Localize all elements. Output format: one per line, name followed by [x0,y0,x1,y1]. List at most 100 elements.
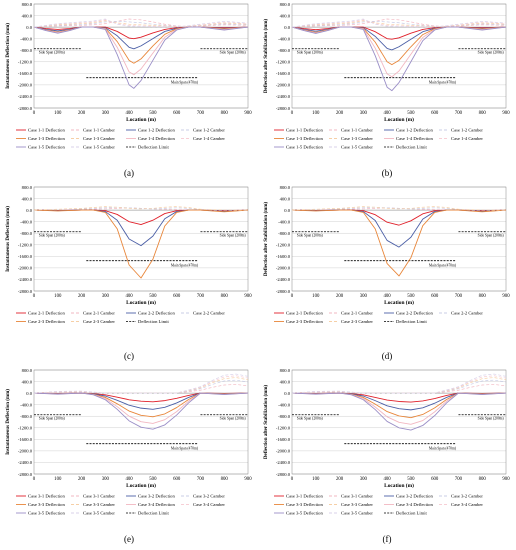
chart-panel-e: 800.0 400.0 0.0 -400.0 -800.0 -1200.0 -1600.0 -… [2,366,256,549]
y-tick-label: -1600.0 [18,437,33,442]
plot-frame [291,186,507,292]
x-tick-label: 300 [360,294,368,299]
x-tick-label: 700 [197,294,205,299]
y-tick-label: -2800.0 [18,106,33,111]
y-tick-label: -800.0 [278,414,291,419]
legend-label: Case 2-3 Camber [341,319,373,324]
x-tick-label: 300 [102,477,110,482]
y-tick-label: -400.0 [20,36,33,41]
y-axis-label: Deflection after Stabilization (mm) [264,19,269,94]
x-tick-label: 600 [173,111,181,116]
x-tick-label: 300 [360,477,368,482]
x-tick-label: 400 [384,477,392,482]
series-line-case-2-1-deflection [33,209,249,226]
series-line-case-2-3-deflection [33,209,249,279]
legend-label: Case 2-3 Deflection [286,319,323,324]
x-tick-label: 400 [126,111,134,116]
y-axis-label: Instantaneous Deflection (mm) [6,389,11,455]
chart-svg-d: 800.0 400.0 0.0 -400.0 -800.0 -1200.0 -1600.0 -… [264,185,510,324]
span-annotation: Main Span (470m) [429,80,457,84]
y-tick-label: 800.0 [22,368,33,373]
series-line-case-3-3-deflection [291,392,507,419]
x-axis-label: Location (m) [384,299,414,306]
x-tick-label: 100 [312,111,320,116]
plot-frame [33,369,249,475]
x-tick-label: 500 [149,111,157,116]
series-line-case-3-4-camber [33,375,249,394]
legend-label: Case 3-2 Camber [193,494,225,499]
y-tick-label: 0.0 [26,25,32,30]
y-tick-label: -1600.0 [276,254,291,259]
x-tick-label: 400 [126,477,134,482]
y-tick-label: 0.0 [26,391,32,396]
x-tick-label: 800 [221,111,229,116]
x-tick-label: 0 [291,294,294,299]
x-tick-label: 500 [407,111,415,116]
y-tick-label: -1600.0 [276,71,291,76]
x-axis-label: Location (m) [126,299,156,306]
y-tick-label: -2000.0 [18,266,33,271]
span-annotation: Side Span (200m) [297,234,324,238]
legend-label: Deflection Limit [138,511,169,516]
legend-label: Deflection Limit [138,319,169,324]
panel-label: (e) [124,534,134,544]
y-tick-label: -2800.0 [18,289,33,294]
series-line-case-1-5-camber [33,18,249,28]
y-tick-label: -800.0 [20,231,33,236]
x-tick-label: 200 [78,294,86,299]
y-tick-label: 400.0 [280,13,291,18]
x-tick-label: 500 [149,294,157,299]
legend-label: Case 3-3 Camber [83,502,115,507]
span-annotation: Side Span (200m) [39,234,66,238]
chart-panel-b: 800.0 400.0 0.0 -400.0 -800.0 -1200.0 -1600.0 -… [260,0,514,183]
series-line-case-1-2-camber [33,20,249,28]
legend-label: Case 1-3 Deflection [28,136,65,141]
x-tick-label: 100 [54,294,62,299]
series-line-case-2-3-camber [33,206,248,211]
legend-label: Case 3-5 Deflection [286,511,323,516]
legend-label: Case 1-2 Camber [193,128,225,133]
chart-svg-c: 800.0 400.0 0.0 -400.0 -800.0 -1200.0 -1600.0 -… [6,185,252,324]
y-tick-label: -2400.0 [18,460,33,465]
series-line-case-1-4-camber [291,19,507,28]
y-tick-label: -2400.0 [18,94,33,99]
legend-label: Case 3-4 Camber [451,502,483,507]
y-tick-label: 800.0 [280,185,291,190]
x-tick-label: 500 [149,477,157,482]
series-line-case-2-2-camber [33,206,248,211]
x-axis-label: Location (m) [126,482,156,489]
legend-label: Case 3-5 Deflection [28,511,65,516]
y-tick-label: -1200.0 [18,60,33,65]
y-tick-label: 400.0 [22,13,33,18]
legend-label: Case 1-1 Deflection [28,128,65,133]
series-line-case-3-4-camber [291,375,507,394]
legend-label: Case 2-1 Camber [341,311,373,316]
x-tick-label: 600 [173,294,181,299]
plot-frame [291,3,507,109]
y-tick-label: -2400.0 [18,277,33,282]
series-line-case-2-2-deflection [291,209,507,248]
series-line-case-1-3-camber [33,20,249,28]
panel-label: (c) [124,351,134,361]
series-line-case-1-1-camber [33,18,249,28]
legend-label: Case 3-3 Deflection [286,502,323,507]
x-tick-label: 400 [126,294,134,299]
legend-label: Case 1-1 Camber [83,128,115,133]
x-tick-label: 500 [407,477,415,482]
series-line-case-1-4-deflection [33,26,249,76]
x-tick-label: 0 [33,477,36,482]
y-tick-label: -400.0 [278,402,291,407]
legend-label: Case 3-1 Camber [83,494,115,499]
x-tick-label: 700 [197,111,205,116]
x-tick-label: 800 [221,477,229,482]
span-annotation: Main Span (470m) [171,446,199,450]
y-tick-label: 400.0 [280,196,291,201]
x-tick-label: 200 [336,111,344,116]
legend-label: Deflection Limit [396,319,427,324]
x-tick-label: 200 [336,294,344,299]
series-line-case-3-3-camber [33,377,249,394]
legend-label: Case 1-3 Camber [83,136,115,141]
x-tick-label: 100 [54,111,62,116]
panel-label: (f) [382,534,392,544]
y-tick-label: -800.0 [278,48,291,53]
